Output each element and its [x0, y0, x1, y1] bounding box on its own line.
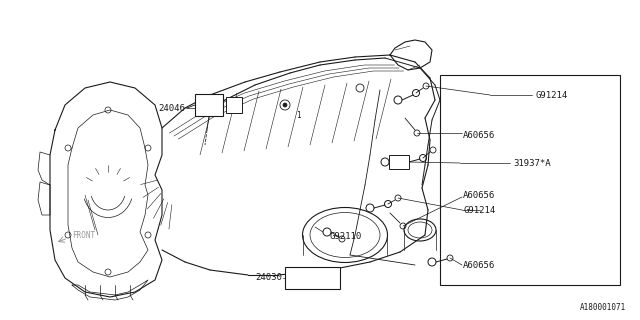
Text: 24030: 24030: [255, 274, 282, 283]
Text: A60656: A60656: [463, 260, 495, 269]
Bar: [195, 94, 223, 116]
Bar: [389, 155, 409, 169]
Bar: [285, 267, 340, 289]
Bar: [440, 75, 620, 285]
Text: G92110: G92110: [330, 231, 362, 241]
Text: A180001071: A180001071: [580, 303, 626, 313]
Text: A60656: A60656: [463, 131, 495, 140]
Bar: [226, 97, 242, 113]
Text: G91214: G91214: [535, 91, 567, 100]
Text: 31937*A: 31937*A: [513, 158, 550, 167]
Text: A60656: A60656: [463, 190, 495, 199]
Circle shape: [283, 103, 287, 107]
Text: G91214: G91214: [463, 205, 495, 214]
Text: 1: 1: [296, 110, 301, 119]
Text: 24046: 24046: [158, 103, 185, 113]
Text: FRONT: FRONT: [72, 230, 95, 239]
